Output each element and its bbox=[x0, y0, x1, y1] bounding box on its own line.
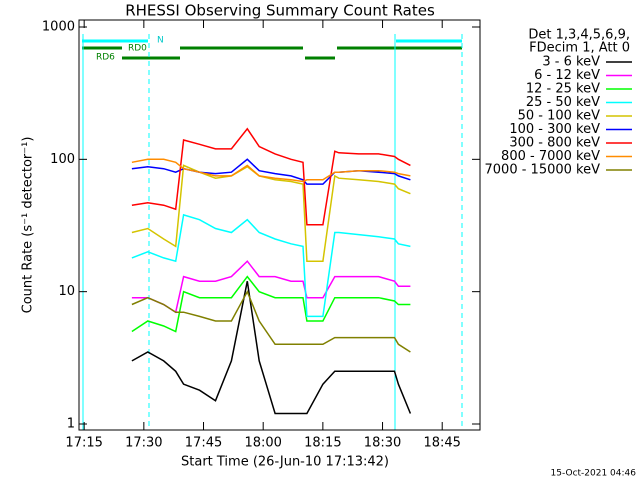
series-line bbox=[131, 127, 411, 226]
x-axis-label: Start Time (26-Jun-10 17:13:42) bbox=[181, 455, 389, 470]
legend-header: FDecim 1, Att 0 bbox=[529, 41, 630, 56]
legend-label: 6 - 12 keV bbox=[534, 68, 600, 83]
x-tick-label: 17:15 bbox=[65, 436, 102, 451]
annotation: RD6 bbox=[96, 53, 115, 63]
x-tick-label: 18:30 bbox=[364, 436, 401, 451]
x-tick-label: 18:00 bbox=[244, 436, 281, 451]
series-line bbox=[131, 164, 411, 262]
legend-label: 12 - 25 keV bbox=[526, 82, 600, 97]
y-tick-label: 1 bbox=[67, 417, 75, 432]
legend-label: 50 - 100 keV bbox=[518, 109, 601, 124]
series-line bbox=[131, 158, 411, 183]
footer: 15-Oct-2021 04:46 bbox=[551, 469, 637, 479]
annotation: RD0 bbox=[128, 44, 147, 54]
x-tick-label: 17:30 bbox=[125, 436, 162, 451]
legend-label: 300 - 800 keV bbox=[509, 136, 600, 151]
flag-lines bbox=[82, 34, 463, 430]
series-line bbox=[131, 260, 411, 314]
annotation: N bbox=[157, 36, 164, 46]
chart-title: RHESSI Observing Summary Count Rates bbox=[125, 2, 435, 20]
legend-label: 800 - 7000 keV bbox=[501, 149, 600, 164]
y-axis-label: Count Rate (s⁻¹ detector⁻¹) bbox=[21, 137, 36, 314]
x-tick-label: 17:45 bbox=[185, 436, 222, 451]
y-tick-label: 1000 bbox=[42, 20, 75, 35]
y-tick-label: 10 bbox=[58, 284, 75, 299]
legend-label: 3 - 6 keV bbox=[542, 55, 600, 70]
plot-frame bbox=[78, 19, 481, 431]
series-line bbox=[131, 281, 412, 415]
series-line bbox=[131, 275, 411, 333]
x-tick-label: 18:45 bbox=[423, 436, 460, 451]
legend-label: 25 - 50 keV bbox=[526, 95, 600, 110]
flag-bars bbox=[82, 39, 462, 60]
y-tick-label: 100 bbox=[50, 152, 75, 167]
legend-header: Det 1,3,4,5,6,9, bbox=[528, 28, 630, 43]
legend-label: 7000 - 15000 keV bbox=[485, 163, 601, 178]
x-tick-label: 18:15 bbox=[304, 436, 341, 451]
series-line bbox=[131, 213, 411, 318]
series-line bbox=[131, 289, 411, 353]
legend-label: 100 - 300 keV bbox=[509, 122, 600, 137]
